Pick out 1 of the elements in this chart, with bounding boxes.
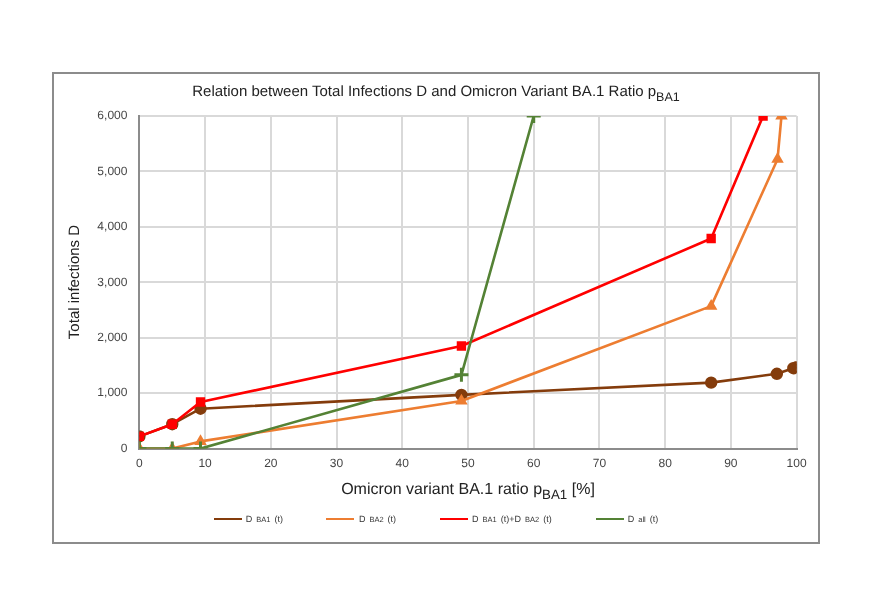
x-axis-title: Omicron variant BA.1 ratio p$_{BA1}$ [%] [339, 480, 597, 504]
